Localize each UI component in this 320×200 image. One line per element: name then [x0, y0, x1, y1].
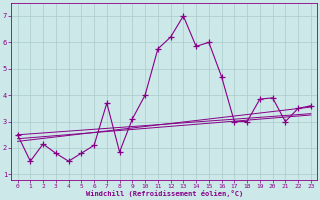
X-axis label: Windchill (Refroidissement éolien,°C): Windchill (Refroidissement éolien,°C) — [85, 190, 243, 197]
